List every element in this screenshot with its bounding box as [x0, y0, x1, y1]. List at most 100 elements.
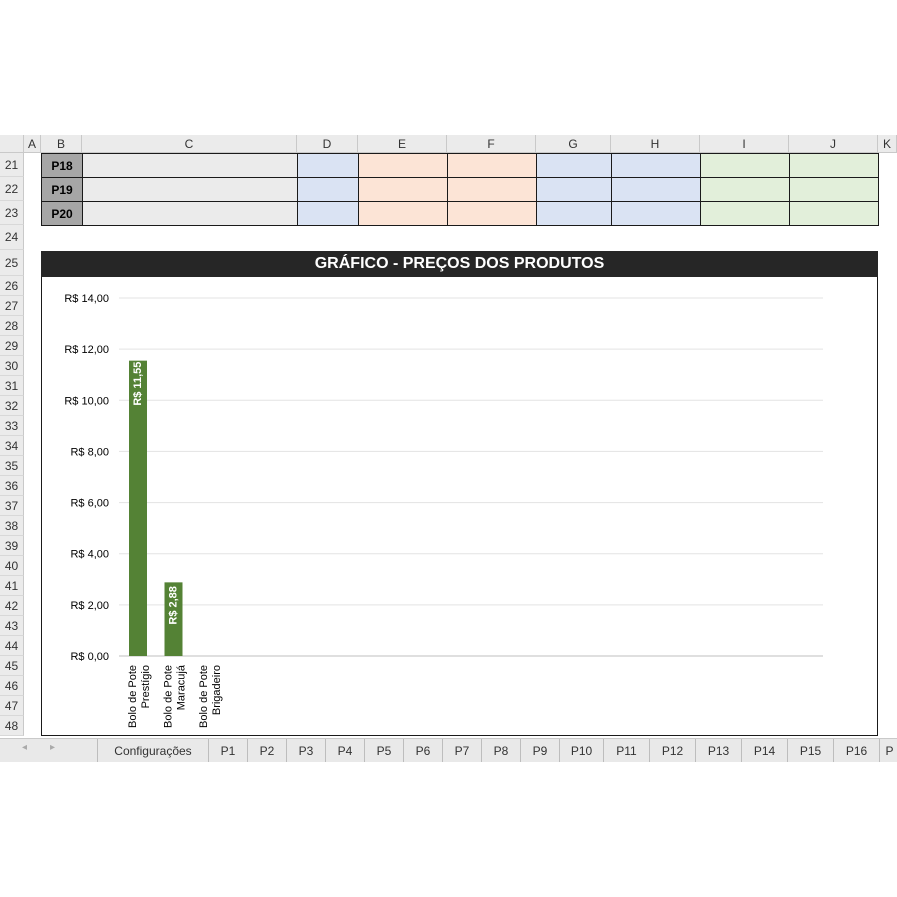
- sheet-tab[interactable]: P1: [209, 739, 248, 762]
- col-header-a[interactable]: A: [24, 135, 41, 153]
- product-label-cell[interactable]: P20: [41, 201, 83, 226]
- row-header-33[interactable]: 33: [0, 416, 24, 436]
- row-header-22[interactable]: 22: [0, 177, 24, 201]
- sheet-tab[interactable]: P11: [604, 739, 650, 762]
- col-header-c[interactable]: C: [82, 135, 297, 153]
- sheet-tab[interactable]: P13: [696, 739, 742, 762]
- row-header-23[interactable]: 23: [0, 201, 24, 225]
- sheet-tab[interactable]: P12: [650, 739, 696, 762]
- select-all-corner[interactable]: [0, 135, 24, 153]
- col-header-f[interactable]: F: [447, 135, 536, 153]
- row-header-31[interactable]: 31: [0, 376, 24, 396]
- cell-d22[interactable]: [297, 177, 359, 202]
- row-header-27[interactable]: 27: [0, 296, 24, 316]
- row-header-45[interactable]: 45: [0, 656, 24, 676]
- col-header-b[interactable]: B: [41, 135, 82, 153]
- row-header-39[interactable]: 39: [0, 536, 24, 556]
- sheet-tab[interactable]: P6: [404, 739, 443, 762]
- cell-e23[interactable]: [358, 201, 448, 226]
- cell-f22[interactable]: [447, 177, 537, 202]
- sheet-tab[interactable]: P10: [560, 739, 604, 762]
- cell-i23[interactable]: [700, 201, 790, 226]
- row-header-36[interactable]: 36: [0, 476, 24, 496]
- row-header-37[interactable]: 37: [0, 496, 24, 516]
- cell-g22[interactable]: [536, 177, 612, 202]
- col-header-d[interactable]: D: [297, 135, 358, 153]
- cell-i21[interactable]: [700, 153, 790, 178]
- cell-d23[interactable]: [297, 201, 359, 226]
- sheet-tab[interactable]: P15: [788, 739, 834, 762]
- sheet-tab[interactable]: P5: [365, 739, 404, 762]
- sheet-tab[interactable]: P2: [248, 739, 287, 762]
- cell-g23[interactable]: [536, 201, 612, 226]
- cell-f23[interactable]: [447, 201, 537, 226]
- row-header-34[interactable]: 34: [0, 436, 24, 456]
- row-header-47[interactable]: 47: [0, 696, 24, 716]
- cell-h23[interactable]: [611, 201, 701, 226]
- row-header-30[interactable]: 30: [0, 356, 24, 376]
- row-header-26[interactable]: 26: [0, 276, 24, 296]
- col-header-g[interactable]: G: [536, 135, 611, 153]
- row-header-24[interactable]: 24: [0, 225, 24, 250]
- cell-g21[interactable]: [536, 153, 612, 178]
- sheet-tab[interactable]: P4: [326, 739, 365, 762]
- scroll-right-arrow-icon[interactable]: ▸: [50, 742, 56, 753]
- x-tick-label: Bolo de Pote: [127, 665, 139, 728]
- data-label: R$ 11,55: [132, 362, 144, 406]
- col-header-j[interactable]: J: [789, 135, 878, 153]
- bar: [129, 360, 147, 656]
- row-header-21[interactable]: 21: [0, 153, 24, 177]
- sheet-tab[interactable]: P7: [443, 739, 482, 762]
- cell-e21[interactable]: [358, 153, 448, 178]
- product-label-cell[interactable]: P19: [41, 177, 83, 202]
- product-label-cell[interactable]: P18: [41, 153, 83, 178]
- row-header-43[interactable]: 43: [0, 616, 24, 636]
- cell-e22[interactable]: [358, 177, 448, 202]
- cell-d21[interactable]: [297, 153, 359, 178]
- row-header-29[interactable]: 29: [0, 336, 24, 356]
- col-header-e[interactable]: E: [358, 135, 447, 153]
- row-header-42[interactable]: 42: [0, 596, 24, 616]
- row-header-38[interactable]: 38: [0, 516, 24, 536]
- cell-c23[interactable]: [82, 201, 298, 226]
- cell-j21[interactable]: [789, 153, 879, 178]
- row-header-40[interactable]: 40: [0, 556, 24, 576]
- col-header-k[interactable]: K: [878, 135, 897, 153]
- y-tick-label: R$ 4,00: [70, 549, 109, 561]
- bar-chart[interactable]: R$ 0,00 R$ 2,00 R$ 4,00 R$ 6,00 R$ 8,00 R$ 10…: [41, 277, 878, 735]
- scroll-left-arrow-icon[interactable]: ◂: [22, 742, 28, 753]
- row-header-41[interactable]: 41: [0, 576, 24, 596]
- cell-c21[interactable]: [82, 153, 298, 178]
- cell-i22[interactable]: [700, 177, 790, 202]
- row-header-46[interactable]: 46: [0, 676, 24, 696]
- sheet-tab-bar: ◂ ▸ Configurações P1 P2 P3 P4 P5 P6 P7 P8 P9 P10 P1…: [0, 738, 897, 762]
- cell-j22[interactable]: [789, 177, 879, 202]
- cell-h22[interactable]: [611, 177, 701, 202]
- col-header-i[interactable]: I: [700, 135, 789, 153]
- row-header-28[interactable]: 28: [0, 316, 24, 336]
- cell-c22[interactable]: [82, 177, 298, 202]
- row-header-44[interactable]: 44: [0, 636, 24, 656]
- sheet-tab[interactable]: P16: [834, 739, 880, 762]
- y-tick-label: R$ 6,00: [70, 498, 109, 510]
- x-tick-label: Maracujá: [176, 664, 188, 710]
- cell-f21[interactable]: [447, 153, 537, 178]
- y-tick-label: R$ 14,00: [64, 293, 109, 305]
- y-tick-label: R$ 8,00: [70, 446, 109, 458]
- sheet-tab[interactable]: P9: [521, 739, 560, 762]
- chart-title: GRÁFICO - PREÇOS DOS PRODUTOS: [41, 251, 878, 277]
- row-header-35[interactable]: 35: [0, 456, 24, 476]
- sheet-tab[interactable]: Configurações: [97, 739, 209, 762]
- sheet-tab[interactable]: P8: [482, 739, 521, 762]
- cell-j23[interactable]: [789, 201, 879, 226]
- sheet-tab[interactable]: P14: [742, 739, 788, 762]
- row-header-48[interactable]: 48: [0, 716, 24, 736]
- cell-h21[interactable]: [611, 153, 701, 178]
- row-header-32[interactable]: 32: [0, 396, 24, 416]
- x-tick-label: Brigadeiro: [211, 665, 223, 715]
- sheet-tab[interactable]: P3: [287, 739, 326, 762]
- row-header-25[interactable]: 25: [0, 250, 24, 276]
- sheet-tab[interactable]: P: [880, 739, 897, 762]
- col-header-h[interactable]: H: [611, 135, 700, 153]
- x-tick-label: Bolo de Pote: [198, 665, 210, 728]
